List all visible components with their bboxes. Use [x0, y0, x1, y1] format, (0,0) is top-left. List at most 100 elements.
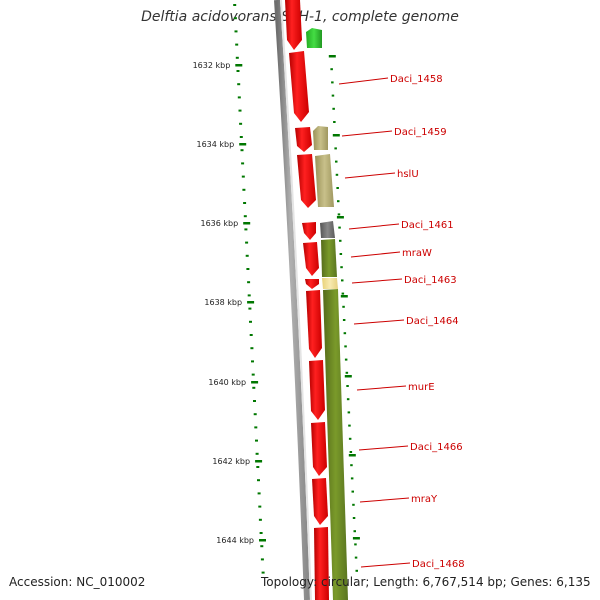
- minor-tick: [253, 413, 257, 416]
- minor-tick: [239, 136, 243, 138]
- major-tick: [235, 64, 243, 67]
- minor-tick: [260, 545, 264, 548]
- minor-tick: [253, 400, 256, 402]
- minor-tick: [240, 149, 244, 152]
- kbp-tick-label: 1642 kbp: [212, 457, 250, 466]
- minor-tick: [243, 215, 247, 218]
- gene-label[interactable]: Daci_1459: [394, 127, 447, 138]
- major-tick: [328, 55, 336, 58]
- minor-tick: [331, 81, 334, 84]
- minor-tick: [234, 30, 238, 33]
- gene-leader-line: [360, 562, 411, 568]
- gene-label[interactable]: Daci_1468: [412, 559, 465, 570]
- gene-label[interactable]: Daci_1463: [404, 275, 457, 286]
- cds-reverse: [321, 239, 337, 277]
- accession-text: Accession: NC_010002: [9, 575, 146, 589]
- minor-tick: [249, 320, 252, 323]
- gene-label[interactable]: hslU: [397, 169, 419, 180]
- major-tick: [332, 134, 340, 137]
- gene-label[interactable]: Daci_1466: [410, 442, 463, 453]
- gene-label[interactable]: Daci_1464: [406, 316, 459, 327]
- major-tick: [340, 295, 348, 298]
- minor-tick: [257, 492, 261, 495]
- minor-tick: [348, 424, 351, 427]
- cds-forward: [314, 527, 329, 600]
- minor-tick: [347, 411, 351, 414]
- cds-forward: [295, 127, 312, 152]
- gene-leaders: Daci_1458 Daci_1459 hslU Daci_1461 mraW Daci_…: [338, 74, 465, 570]
- kbp-tick-label: 1634 kbp: [196, 140, 234, 149]
- cds-forward: [312, 478, 328, 525]
- minor-tick: [348, 437, 352, 440]
- cds-forward: [303, 242, 319, 276]
- minor-tick: [330, 68, 333, 71]
- genome-backbone: [274, 0, 310, 600]
- gene-label[interactable]: murE: [408, 382, 435, 393]
- gene-leader-line: [350, 251, 401, 258]
- minor-tick: [342, 319, 346, 321]
- gene-label[interactable]: mraY: [411, 494, 438, 505]
- minor-tick: [336, 187, 339, 189]
- minor-tick: [261, 571, 265, 574]
- minor-tick: [246, 268, 250, 270]
- cds-forward: [306, 290, 322, 358]
- minor-tick: [241, 162, 245, 165]
- minor-tick: [340, 266, 343, 269]
- minor-tick: [331, 94, 335, 97]
- cds-reverse: [320, 221, 335, 238]
- gene-label[interactable]: mraW: [402, 248, 432, 259]
- gene-label[interactable]: Daci_1461: [401, 220, 454, 231]
- minor-tick: [242, 188, 246, 191]
- minor-tick: [335, 160, 338, 163]
- major-tick: [239, 143, 247, 146]
- minor-tick: [247, 294, 251, 297]
- kbp-tick-label: 1640 kbp: [208, 378, 246, 387]
- gene-leader-line: [359, 497, 410, 503]
- gene-leader-line: [353, 319, 405, 325]
- minor-tick: [233, 17, 237, 20]
- gene-leader-line: [356, 385, 407, 391]
- minor-tick: [251, 360, 254, 363]
- major-tick: [348, 454, 356, 457]
- minor-tick: [350, 477, 354, 480]
- minor-tick: [235, 43, 239, 46]
- minor-tick: [346, 385, 349, 387]
- minor-tick: [245, 241, 249, 244]
- minor-tick: [350, 464, 353, 467]
- minor-tick: [239, 122, 243, 125]
- gene-label[interactable]: Daci_1458: [390, 74, 443, 85]
- minor-tick: [338, 226, 341, 229]
- gene-leader-line: [348, 223, 400, 230]
- cds-reverse: [306, 28, 322, 48]
- major-tick: [255, 460, 263, 463]
- minor-tick: [341, 279, 344, 282]
- minor-tick: [260, 558, 264, 561]
- major-tick: [259, 539, 266, 542]
- minor-tick: [255, 439, 258, 442]
- minor-tick: [339, 239, 342, 242]
- minor-tick: [243, 202, 247, 204]
- minor-tick: [256, 466, 260, 468]
- minor-tick: [238, 109, 242, 112]
- kbp-tick-label: 1632 kbp: [193, 61, 231, 70]
- minor-tick: [346, 398, 350, 401]
- minor-tick: [334, 147, 337, 150]
- minor-tick: [354, 556, 358, 559]
- minor-tick: [249, 334, 253, 336]
- cds-forward: [297, 154, 316, 208]
- cds-forward: [311, 422, 327, 476]
- cds-reverse: [323, 289, 348, 600]
- minor-tick: [237, 83, 241, 86]
- kbp-tick-label: 1644 kbp: [216, 536, 254, 545]
- minor-tick: [343, 332, 347, 335]
- gene-leader-line: [358, 445, 409, 451]
- cds-forward: [309, 360, 325, 420]
- minor-tick: [355, 569, 358, 572]
- major-tick: [336, 216, 344, 219]
- cds-reverse: [322, 278, 338, 289]
- forward-strand-genes: [285, 0, 329, 600]
- cds-reverse: [313, 126, 328, 150]
- minor-tick: [250, 347, 254, 350]
- kbp-tick-label: 1636 kbp: [200, 219, 238, 228]
